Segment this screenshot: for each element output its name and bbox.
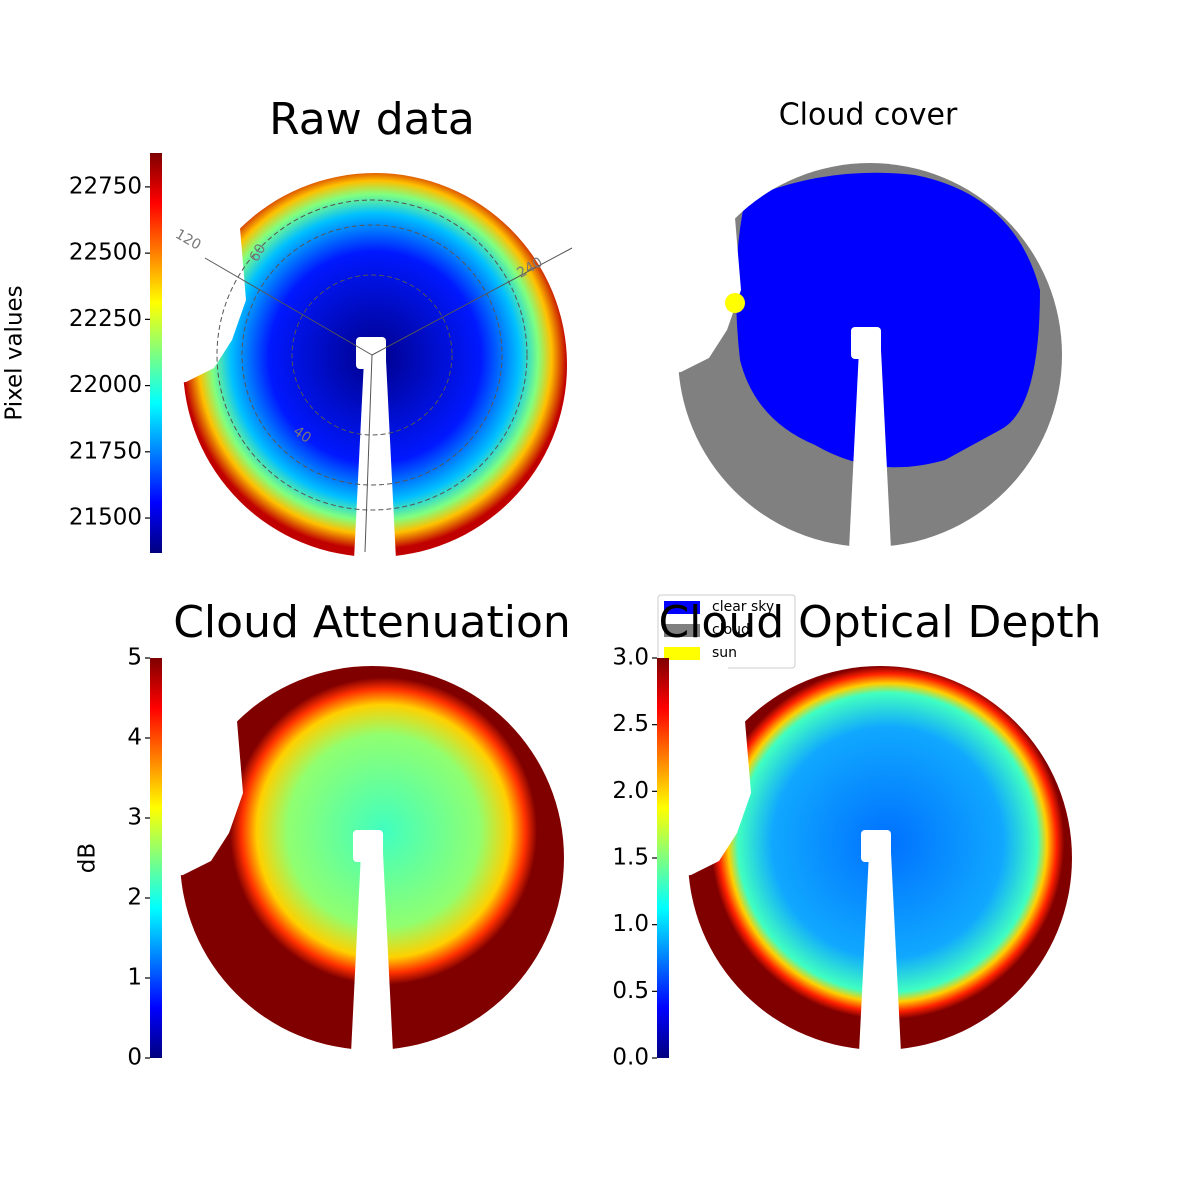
horizon-mask [160,170,246,385]
panel-title: Cloud Attenuation [173,597,571,648]
colorbar-tick-label: 1.5 [612,845,649,871]
polar-ring [291,274,453,436]
colorbar-tick-label: 21750 [69,438,142,464]
colorbar-tick-label: 0.0 [612,1045,649,1071]
colorbar [657,658,669,1058]
polar-annotation: 60 [247,241,270,264]
sky-image [665,663,1072,1053]
camera-mount [353,830,383,862]
colorbar-tick-label: 0.5 [612,978,649,1004]
mast [849,350,891,550]
polar-grid [216,199,528,511]
colorbar-label: Pixel values [2,285,28,420]
horizon-mask [665,663,751,878]
mast [859,853,901,1053]
polar-ring [216,199,528,511]
colorbar-tick-label: 22250 [69,306,142,332]
colorbar-tick-label: 4 [127,725,142,751]
sky-image [157,663,564,1053]
colorbar-tick-label: 21500 [69,505,142,531]
sky-image [655,160,1062,550]
mast [351,853,393,1053]
polar-ring [241,224,503,486]
legend-swatch [664,624,700,637]
legend-label: cloud [712,622,750,638]
sun-marker [725,293,745,313]
camera-mount [861,830,891,862]
polar-spoke [204,257,373,356]
polar-spoke [364,354,373,553]
horizon-mask [655,160,741,375]
colorbar [150,153,162,553]
panel-title: Cloud cover [779,98,958,133]
colorbar-tick-label: 22000 [69,372,142,398]
colorbar-tick-label: 0 [127,1045,142,1071]
colorbar-label: dB [75,843,101,873]
legend-swatch [664,601,700,614]
legend-label: sun [712,645,737,661]
colorbar-tick-label: 22500 [69,240,142,266]
camera-mount [851,327,881,359]
colorbar-tick-label: 5 [127,645,142,671]
sky-image [160,170,567,560]
colorbar [150,658,162,1058]
panel-title: Cloud Optical Depth [658,597,1101,648]
colorbar-tick-label: 3.0 [612,645,649,671]
colorbar-tick-label: 2.0 [612,778,649,804]
polar-spoke [371,247,573,356]
clear-sky-pixels [736,172,1040,468]
colorbar-tick-label: 1 [127,965,142,991]
legend-label: clear sky [712,599,774,615]
colorbar-tick-label: 2.5 [612,711,649,737]
colorbar-tick-label: 1.0 [612,911,649,937]
legend-swatch [664,647,700,660]
colorbar-tick-label: 2 [127,885,142,911]
polar-spokes [204,247,573,553]
camera-mount [356,337,386,369]
panel-title: Raw data [269,94,475,145]
colorbar-tick-label: 3 [127,805,142,831]
colorbar-tick-label: 22750 [69,173,142,199]
horizon-mask [157,663,243,878]
